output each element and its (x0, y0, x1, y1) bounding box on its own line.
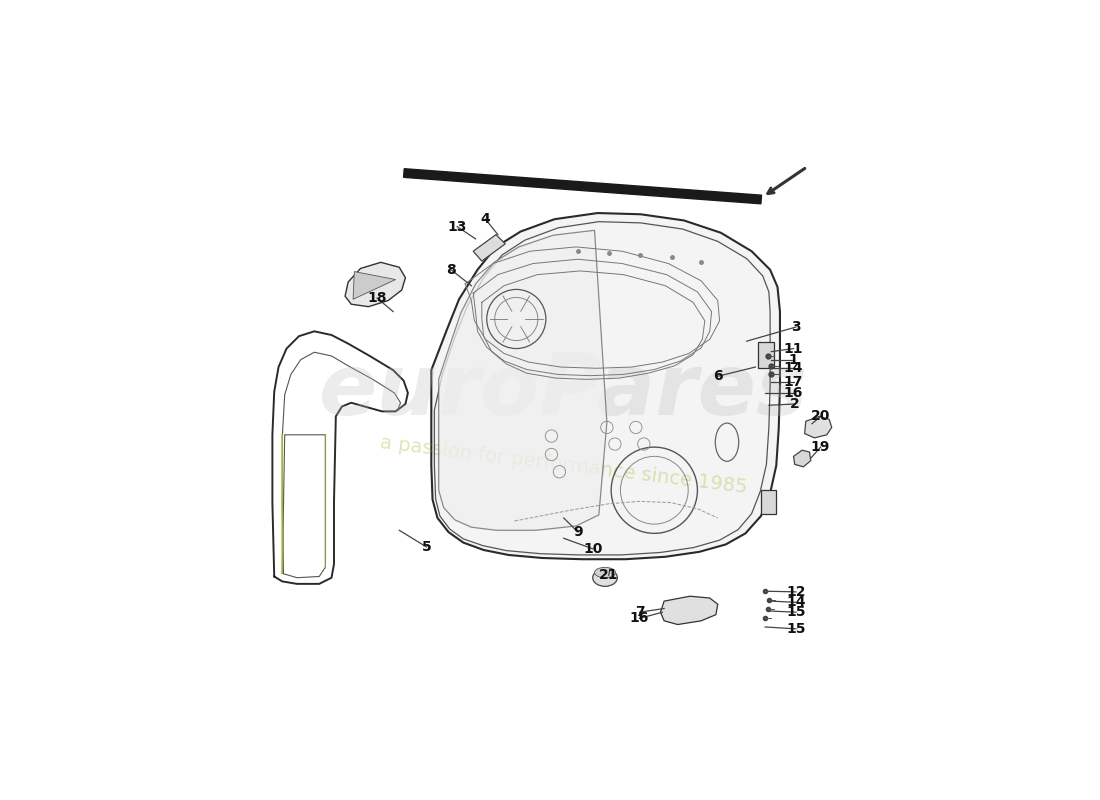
Text: 13: 13 (448, 219, 466, 234)
Text: 2: 2 (790, 397, 800, 411)
Text: euroPares: euroPares (319, 350, 808, 433)
Text: 14: 14 (784, 362, 803, 375)
Polygon shape (660, 596, 717, 625)
Text: 4: 4 (481, 212, 491, 226)
FancyBboxPatch shape (761, 490, 776, 514)
Polygon shape (439, 230, 607, 530)
Text: 17: 17 (784, 375, 803, 390)
Text: a passion for performance since 1985: a passion for performance since 1985 (379, 434, 748, 498)
Text: 21: 21 (600, 568, 618, 582)
Text: 14: 14 (786, 595, 805, 610)
Polygon shape (353, 271, 396, 299)
Ellipse shape (593, 569, 617, 586)
Text: 15: 15 (786, 606, 805, 619)
Text: 15: 15 (786, 622, 805, 636)
Text: 10: 10 (583, 542, 603, 556)
Polygon shape (431, 213, 780, 559)
Text: 20: 20 (811, 410, 830, 423)
Text: 6: 6 (713, 370, 723, 383)
Polygon shape (793, 450, 811, 467)
Text: 16: 16 (784, 386, 803, 400)
Text: 5: 5 (421, 540, 431, 554)
Polygon shape (345, 262, 406, 306)
Ellipse shape (594, 567, 616, 578)
Text: 8: 8 (447, 262, 455, 277)
Text: 19: 19 (811, 440, 830, 454)
FancyBboxPatch shape (758, 342, 773, 368)
Text: 3: 3 (791, 320, 801, 334)
Text: 1: 1 (789, 353, 799, 366)
Polygon shape (804, 416, 832, 438)
Text: 9: 9 (573, 525, 583, 539)
Polygon shape (404, 169, 761, 204)
Polygon shape (473, 234, 505, 261)
Text: 18: 18 (367, 291, 387, 305)
Text: 11: 11 (784, 342, 803, 355)
Text: 7: 7 (635, 606, 645, 619)
Text: 16: 16 (630, 611, 649, 626)
Text: 12: 12 (786, 585, 805, 599)
